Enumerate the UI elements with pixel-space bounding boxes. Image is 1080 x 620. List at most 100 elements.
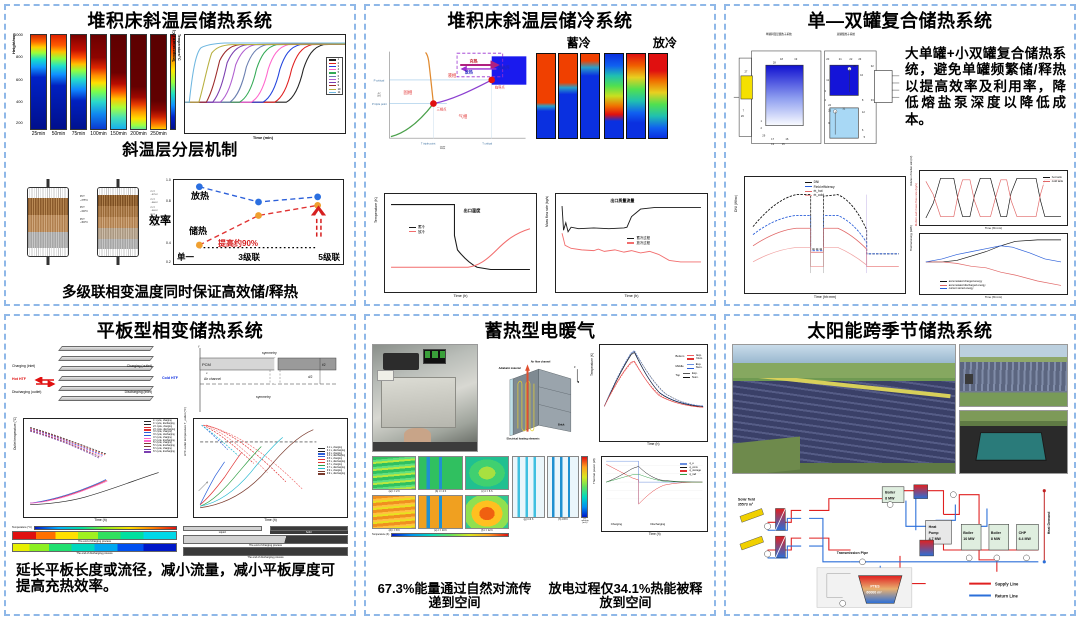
svg-text:8 MW: 8 MW [991,537,1001,541]
panel-subtitle: 斜温层分层机制 [122,141,238,159]
svg-text:y: y [198,344,200,348]
label-t-critical: T critical [482,141,492,145]
legend-item: 9 [328,84,341,87]
legend-item: 蓄冷过程 [627,236,650,241]
chart-x-axis-label: Time (h) [453,294,468,298]
axis-pressure: 压力 [377,91,381,97]
legend-item: 放冷过程 [627,241,650,246]
chart-y-axis-label: Temperature (K) [589,352,594,376]
label-solid: 固相 [404,89,413,96]
label-charging-inlet: Charging (inlet) [12,363,36,368]
heater-temperature-chart: Temperature (K) [589,343,708,452]
temperature-contour-group: Temperature (°C) The end of charging pro… [12,525,177,559]
chart-legend: q_e q_conv q_storage q_rad [678,461,703,477]
tank-layer-labels: PCT ~375°C PCT ~360°C PCT ~340°C PCT ~320°C … [150,191,158,227]
legend-item: 3 [328,65,341,68]
heater-svg: Adiabatic material Air flow channel Bric… [499,360,580,441]
label-heating-elements: Electrical heating elements [507,437,540,441]
velocity-caption: (g) t=4 h [523,517,534,521]
heatmap-column-label: 100min [90,130,107,137]
legend-item: 蓄冷 [409,225,425,230]
legend-item: 2 [328,62,341,65]
heatmap-ytick: 200 [16,119,23,125]
legend-item: 0.1 L, discharging [317,450,345,453]
schematic-label-single: 单罐斜温层储热子系统 [765,32,792,36]
chart-plot-area: DNI Field efficiency ṁ_hot ṁ_cold Molten… [744,176,933,294]
svg-text:2: 2 [760,126,762,130]
district-heating-schematic: Solar field 35573 m² Transmission Pipe H… [732,478,1068,612]
svg-text:32: 32 [871,64,874,68]
label-solar-field: Solar field [738,497,755,501]
contour-caption-discharging: The end of discharging process [76,551,113,555]
chart-plot-area: 蓄冷过程 放冷过程 出口质量流量 [555,193,708,293]
svg-text:33: 33 [871,98,874,102]
heatmap-ytick: 600 [16,76,23,82]
efficiency-curves [195,183,327,249]
heatmap-column [130,33,147,130]
legend-item: 1ˢᵗ cycle, discharging [144,423,175,426]
label-solar-field-area: 35573 m² [738,502,754,506]
hybrid-tank-schematic: 单罐斜温层储热子系统 双罐储热子系统 [732,32,901,164]
tank-layer-labels: PCT ~375°C PCT ~340°C PCT ~300°C [79,195,88,225]
label-air-flow: Air flow channel [531,360,551,364]
cycle-curves [30,426,159,505]
legend-item: 5ᵗʰ cycle, charging [144,442,175,445]
cold-storage-contours: 蓄冷 放冷 [535,34,709,139]
power-curves [606,460,703,505]
svg-text:9: 9 [828,121,830,125]
schematic-svg: Solar field 35573 m² Transmission Pipe H… [738,484,1051,608]
pit-storage-photo [959,409,1068,474]
heater-3d-diagram: Adiabatic material Air flow channel Bric… [481,344,585,452]
heater-temp-curves [603,349,703,408]
label-ptes-vol: 60000 m³ [866,590,882,594]
contour-strip [625,52,646,139]
contour-strip [579,52,600,139]
liquid-label: Liquid [218,530,226,534]
molten-salt-volume-chart: Volume of molten salt (m³) hot tank cold… [909,156,1068,230]
svg-text:11: 11 [826,78,829,82]
heatmap-column-label: 200min [130,130,147,137]
chart-x-axis-label: Time (hh:mm) [813,295,837,299]
efficiency-plot-area: 1.0 0.8 0.6 0.4 0.2 [166,178,344,266]
chart-legend: Bottom Exp. Num. Middle Exp. Nu [675,352,703,379]
label-critical-point: 临界点 [495,85,506,90]
legend-item: 7 [328,78,341,81]
chart-plot-area: accumulated charged energy accumulated d… [919,233,1068,295]
legend-item: 1 [328,58,341,61]
label-symmetry-top: symmetry [262,351,277,355]
panel-caption: 多级联相变温度同时保证高效储/释热 [61,284,299,301]
chart-plot-area: 蓄冷 放冷 出口温度 [384,193,537,293]
chart-x-axis-label: Time (h) [647,441,660,446]
legend-item: hot tank [1042,175,1063,180]
legend-item: 0.1 L, charging [317,447,345,450]
svg-text:10 MW: 10 MW [963,537,975,541]
chart-y-axis-label: HTF outlet temperature T_outlet (°C) [183,407,187,456]
contour-cell [372,494,417,529]
svg-text:4: 4 [825,98,827,102]
volume-curves [925,178,1062,219]
legend-item: q_rad [680,473,701,477]
efficiency-cascade-chart: 效率 1.0 0.8 0.6 0.4 0.2 [149,178,348,266]
label-boiler-8mw-b: Boiler [991,531,1002,535]
label-pcm: PCM [202,362,211,367]
heatmap-ytick: 800 [16,53,23,59]
svg-text:18: 18 [780,57,783,61]
velocity-contours: (g) t=4 h (h) t=8 h (c) velocity (m/s) [512,455,589,524]
heatmap-ytick: 1000 [14,31,23,37]
htf-outlet-temperature-chart: HTF outlet temperature T_outlet (°C) [182,407,348,522]
svg-text:12: 12 [862,110,865,114]
svg-text:30: 30 [853,64,856,68]
legend-item: 2ⁿᵈ cycle, discharging [144,429,175,432]
label-t-triple: T triple point [421,141,436,145]
legend-item: 6 [328,75,341,78]
velocity-cell [512,455,545,518]
plate-stack-diagram: Charging (inlet) Hot HTF Dis [12,344,178,416]
label-triple-point: 三相点 [437,107,448,112]
legend-item: 10 [328,88,341,91]
label-ptes: PTES [870,584,880,588]
svg-text:3: 3 [825,89,827,93]
panel-flat-plate-pcm-heat-storage: 平板型相变储热系统 Charging (inlet) [4,314,356,616]
label-discharging-outlet: Discharging (outlet) [12,389,42,394]
contour-caption: (e) t = 10 h [434,528,447,532]
